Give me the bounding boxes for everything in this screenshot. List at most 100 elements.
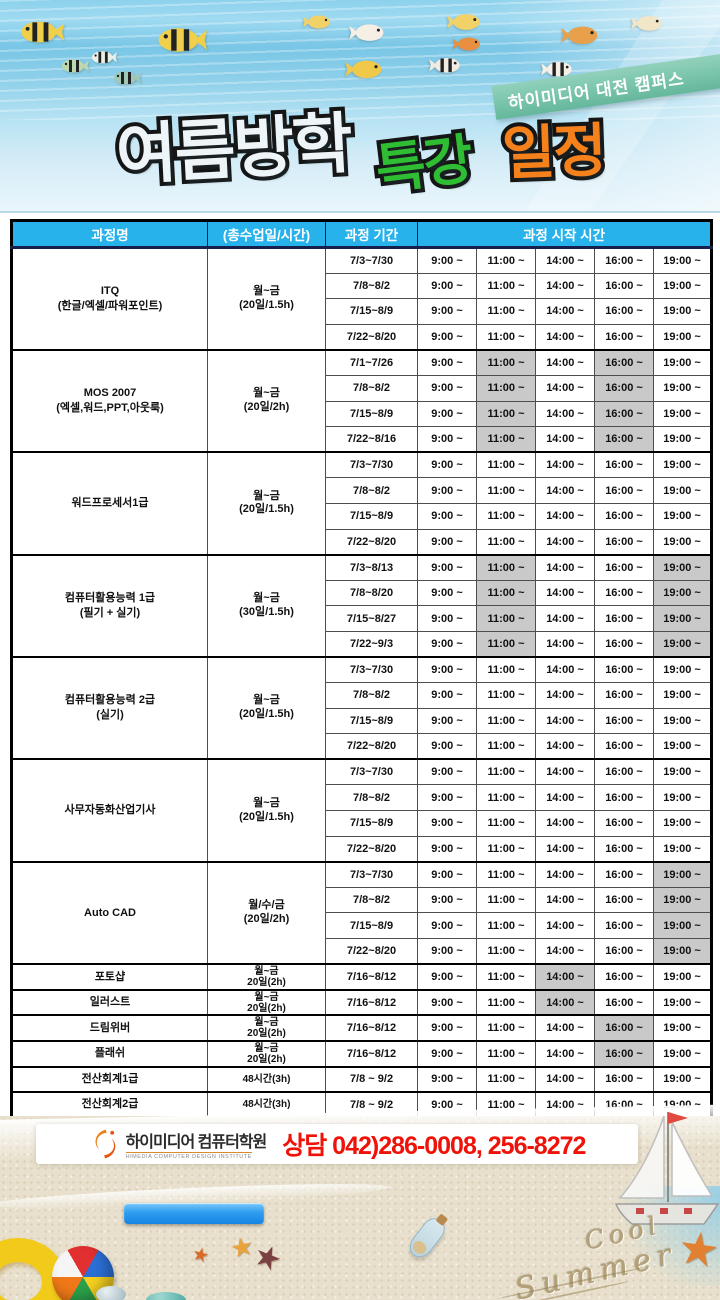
start-time: 14:00 ~	[535, 502, 595, 530]
start-time: 9:00 ~	[417, 733, 477, 760]
start-time: 19:00 ~	[652, 348, 713, 376]
start-time: 9:00 ~	[417, 579, 477, 607]
start-time: 19:00 ~	[652, 323, 713, 351]
start-time: 16:00 ~	[594, 1039, 654, 1067]
header-course-period: 과정 기간	[325, 220, 418, 249]
start-time: 16:00 ~	[594, 553, 654, 581]
start-time: 14:00 ~	[535, 912, 595, 940]
start-time: 19:00 ~	[652, 451, 713, 479]
schedule-table-body: ITQ (한글/엑셀/파워포인트) 월~금 (20일/1.5h) 7/3~7/30 9:0…	[11, 246, 713, 1119]
start-time: 11:00 ~	[476, 810, 536, 837]
start-time: 19:00 ~	[652, 733, 713, 760]
start-time: 9:00 ~	[417, 553, 477, 581]
course-schedule: 월~금 20일(2h)	[207, 988, 326, 1016]
start-time: 16:00 ~	[594, 938, 654, 965]
start-time: 16:00 ~	[594, 502, 654, 530]
course-name: 컴퓨터활용능력 2급 (실기)	[11, 655, 208, 760]
fish-icon	[90, 48, 118, 67]
course-period: 7/22~8/20	[325, 835, 418, 863]
blue-bar	[124, 1203, 264, 1224]
start-time: 19:00 ~	[652, 272, 713, 300]
course-period: 7/3~7/30	[325, 246, 418, 274]
table-row: 7/15~8/27 9:00 ~11:00 ~14:00 ~16:00 ~19:0…	[12, 605, 713, 632]
start-time: 11:00 ~	[476, 451, 536, 479]
course-period: 7/22~8/20	[325, 733, 418, 760]
sailboat-icon	[614, 1112, 720, 1225]
start-time: 14:00 ~	[535, 298, 595, 325]
course-period: 7/16~8/12	[325, 988, 418, 1016]
course-period: 7/1~7/26	[325, 348, 418, 376]
start-time: 19:00 ~	[652, 246, 713, 274]
start-time: 11:00 ~	[476, 988, 536, 1016]
footer-bar: 하이미디어 컴퓨터학원 HIMEDIA COMPUTER DESIGN INST…	[36, 1124, 638, 1164]
start-time: 14:00 ~	[535, 1039, 595, 1067]
start-time: 11:00 ~	[476, 272, 536, 300]
logo-text: 하이미디어 컴퓨터학원 HIMEDIA COMPUTER DESIGN INST…	[125, 1128, 268, 1160]
start-time: 14:00 ~	[535, 656, 595, 684]
start-time: 14:00 ~	[535, 758, 595, 786]
table-row: 7/8~8/2 9:00 ~11:00 ~14:00 ~16:00 ~19:00 …	[12, 784, 713, 812]
course-period: 7/15~8/9	[325, 502, 418, 530]
start-time: 9:00 ~	[417, 963, 477, 991]
start-time: 11:00 ~	[476, 886, 536, 914]
table-row: 7/15~8/9 9:00 ~11:00 ~14:00 ~16:00 ~19:00…	[12, 707, 713, 735]
fish-icon	[155, 22, 209, 58]
course-period: 7/15~8/9	[325, 707, 418, 735]
start-time: 16:00 ~	[594, 1065, 654, 1093]
table-row: ITQ (한글/엑셀/파워포인트) 월~금 (20일/1.5h) 7/3~7/30 9:0…	[11, 246, 713, 351]
start-time: 9:00 ~	[417, 502, 477, 530]
course-name: 워드프로세서1급	[11, 451, 208, 556]
start-time: 14:00 ~	[535, 630, 595, 658]
table-row: MOS 2007 (엑셀,워드,PPT,아웃룩) 월~금 (20일/2h) 7/1~7/…	[11, 348, 713, 453]
start-time: 19:00 ~	[652, 1065, 713, 1093]
starfish-icon: ★	[674, 1220, 720, 1278]
himedia-logo: 하이미디어 컴퓨터학원 HIMEDIA COMPUTER DESIGN INST…	[89, 1128, 267, 1160]
start-time: 16:00 ~	[594, 733, 654, 760]
pebble-icon	[96, 1286, 126, 1300]
start-time: 9:00 ~	[417, 886, 477, 914]
fish-icon	[630, 12, 664, 35]
course-period: 7/22~8/20	[325, 323, 418, 351]
start-time: 11:00 ~	[476, 374, 536, 402]
start-time: 19:00 ~	[652, 682, 713, 709]
course-name: 포토샵	[11, 963, 208, 991]
table-row: 7/22~8/20 9:00 ~11:00 ~14:00 ~16:00 ~19:0…	[12, 938, 713, 965]
course-period: 7/8~8/2	[325, 272, 418, 300]
table-row: Auto CAD 월/수/금 (20일/2h) 7/3~7/30 9:00 ~11:00…	[11, 860, 713, 965]
fish-icon	[348, 20, 386, 45]
table-row: 7/8~8/2 9:00 ~11:00 ~14:00 ~16:00 ~19:00 …	[12, 374, 713, 402]
start-time: 16:00 ~	[594, 963, 654, 991]
start-time: 16:00 ~	[594, 810, 654, 837]
start-time: 11:00 ~	[476, 963, 536, 991]
start-time: 16:00 ~	[594, 784, 654, 812]
start-time: 14:00 ~	[535, 553, 595, 581]
start-time: 11:00 ~	[476, 733, 536, 760]
start-time: 14:00 ~	[535, 451, 595, 479]
logo-name: 하이미디어 컴퓨터학원	[125, 1134, 268, 1151]
start-time: 19:00 ~	[652, 810, 713, 837]
start-time: 19:00 ~	[652, 707, 713, 735]
start-time: 11:00 ~	[476, 784, 536, 812]
start-time: 16:00 ~	[594, 579, 654, 607]
start-time: 14:00 ~	[535, 810, 595, 837]
table-row: 사무자동화산업기사 월~금 (20일/1.5h) 7/3~7/30 9:00 ~11:0…	[11, 758, 713, 863]
start-time: 14:00 ~	[535, 938, 595, 965]
start-time: 14:00 ~	[535, 272, 595, 300]
start-time: 9:00 ~	[417, 810, 477, 837]
start-time: 16:00 ~	[594, 272, 654, 300]
table-row: 워드프로세서1급 월~금 (20일/1.5h) 7/3~7/30 9:00 ~11:00…	[11, 451, 713, 556]
header-start-times: 과정 시작 시간	[416, 220, 713, 249]
start-time: 11:00 ~	[476, 758, 536, 786]
course-period: 7/3~7/30	[325, 656, 418, 684]
start-time: 19:00 ~	[652, 477, 713, 504]
course-schedule: 월/수/금 (20일/2h)	[207, 860, 326, 965]
start-time: 9:00 ~	[417, 400, 477, 428]
start-time: 9:00 ~	[417, 246, 477, 274]
course-period: 7/3~7/30	[325, 860, 418, 888]
start-time: 9:00 ~	[417, 348, 477, 376]
start-time: 16:00 ~	[594, 528, 654, 556]
table-row: 7/15~8/9 9:00 ~11:00 ~14:00 ~16:00 ~19:00…	[12, 400, 713, 428]
start-time: 16:00 ~	[594, 348, 654, 376]
course-period: 7/15~8/9	[325, 400, 418, 428]
start-time: 14:00 ~	[535, 246, 595, 274]
